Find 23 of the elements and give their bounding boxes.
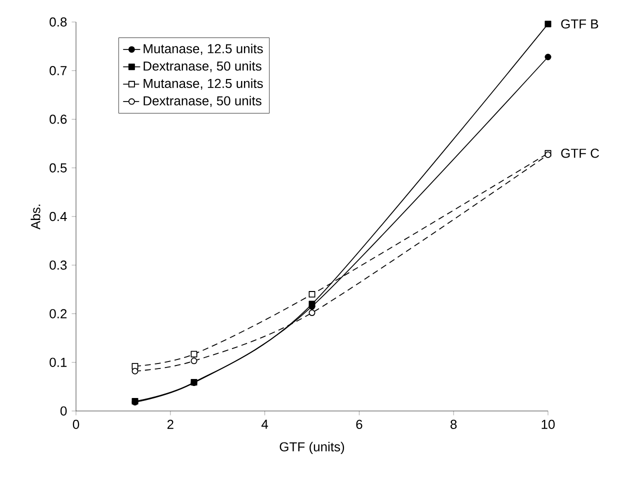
x-tick-label: 4 <box>261 420 268 429</box>
legend-label: Mutanase, 12.5 units <box>144 44 263 55</box>
legend-label: Dextranase, 50 units <box>144 96 262 107</box>
y-tick-label: 0.6 <box>50 114 67 124</box>
x-axis-title: GTF (units) <box>280 442 344 454</box>
legend-label: Dextranase, 50 units <box>144 61 262 72</box>
x-tick-label: 10 <box>542 420 555 429</box>
y-tick-label: 0.2 <box>50 309 67 318</box>
annotation: GTF B <box>561 19 598 29</box>
y-tick-label: 0.1 <box>50 358 67 367</box>
y-tick-label: 0.7 <box>50 66 67 76</box>
x-tick-label: 6 <box>356 420 362 429</box>
annotation: GTF C <box>561 148 600 158</box>
y-tick-label: 0 <box>60 406 67 416</box>
x-tick-label: 8 <box>450 420 457 429</box>
x-tick-label: 0 <box>72 420 80 429</box>
y-tick-label: 0.5 <box>50 163 67 172</box>
y-tick-label: 0.3 <box>50 260 67 270</box>
y-tick-label: 0.4 <box>50 212 67 222</box>
y-tick-label: 0.8 <box>50 17 67 27</box>
x-tick-label: 2 <box>167 420 174 429</box>
y-axis-title: Abs. <box>30 204 40 230</box>
legend-label: Mutanase, 12.5 units <box>144 78 263 90</box>
